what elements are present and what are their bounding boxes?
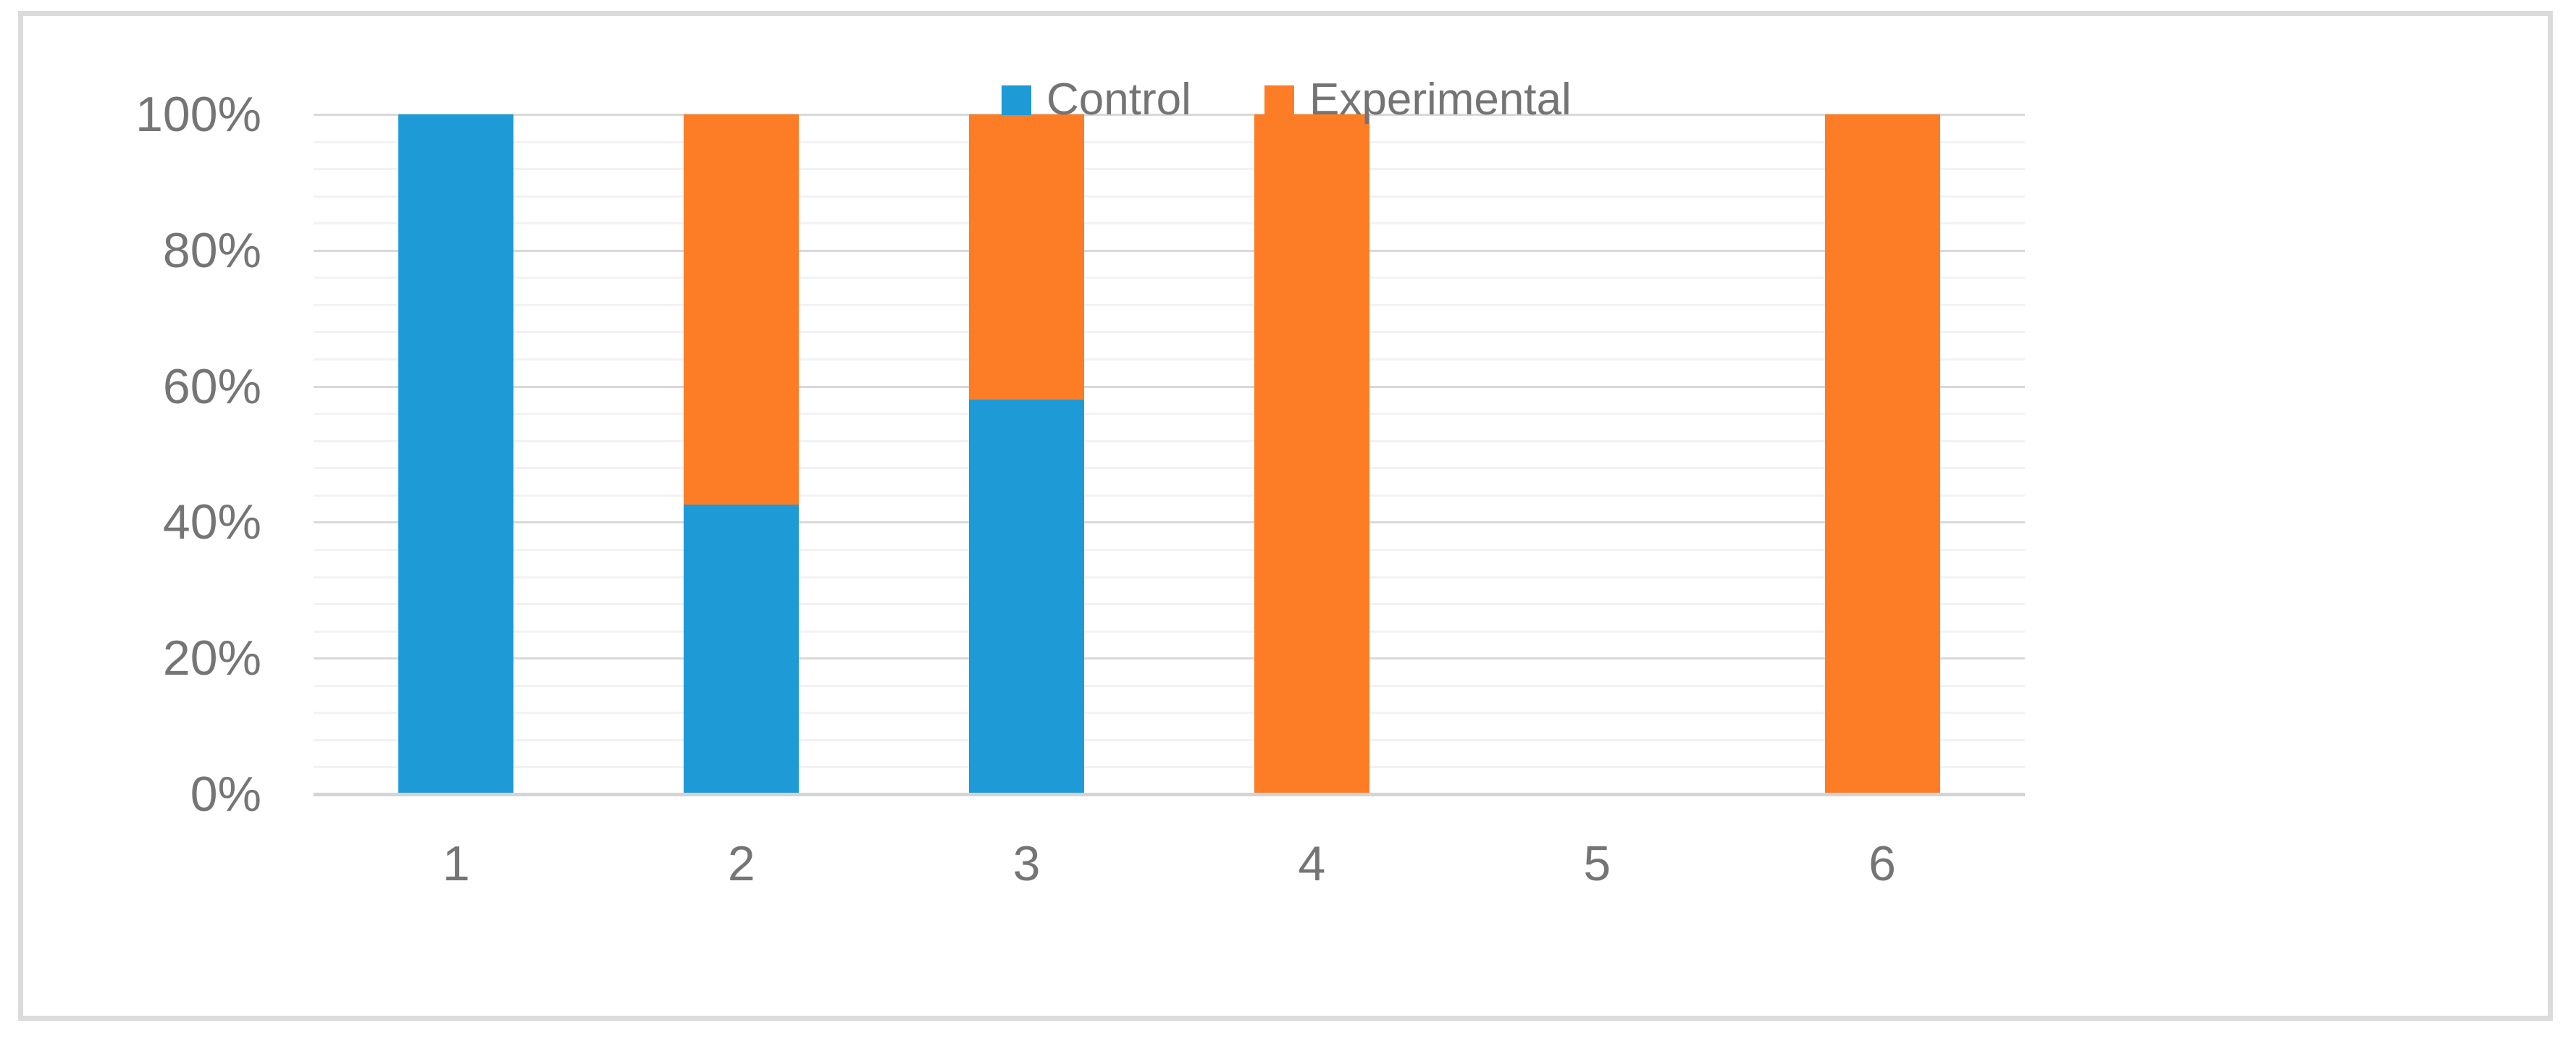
gridline-minor [314, 303, 2025, 306]
gridline-major [314, 657, 2025, 660]
y-tick-label-40pct: 40% [162, 494, 261, 550]
gridline-minor [314, 630, 2025, 633]
bar-segment-control-cat2 [684, 504, 800, 794]
bar-segment-experimental-cat3 [969, 114, 1085, 400]
legend-item-experimental: Experimental [1264, 75, 1572, 125]
x-tick-label-3: 3 [1012, 836, 1041, 891]
x-tick-label-2: 2 [727, 836, 755, 891]
x-tick-label-1: 1 [442, 836, 470, 891]
y-tick-label-80pct: 80% [162, 222, 261, 278]
bar-segment-control-cat3 [969, 400, 1085, 794]
gridline-minor [314, 168, 2025, 171]
gridline-minor [314, 548, 2025, 551]
gridline-minor [314, 684, 2025, 687]
gridline-minor [314, 140, 2025, 143]
gridline-minor [314, 576, 2025, 578]
y-tick-label-20pct: 20% [162, 631, 261, 686]
gridline-major [314, 521, 2025, 524]
gridline-minor [314, 195, 2025, 198]
gridline-minor [314, 277, 2025, 279]
gridline-major [314, 114, 2025, 116]
x-tick-label-4: 4 [1298, 836, 1326, 891]
bar-segment-control-cat1 [398, 114, 514, 794]
gridline-minor [314, 712, 2025, 715]
y-tick-label-100pct: 100% [135, 87, 261, 142]
gridline-minor [314, 222, 2025, 225]
x-tick-label-5: 5 [1583, 836, 1611, 891]
gridline-minor [314, 439, 2025, 442]
gridline-minor [314, 603, 2025, 606]
gridline-minor [314, 738, 2025, 741]
y-tick-label-0pct: 0% [190, 767, 261, 822]
gridline-minor [314, 358, 2025, 361]
control-legend-swatch [1002, 85, 1031, 115]
y-tick-label-60pct: 60% [162, 358, 261, 414]
bar-segment-experimental-cat6 [1824, 114, 1940, 794]
bar-segment-experimental-cat2 [684, 114, 800, 505]
gridline-minor [314, 494, 2025, 497]
x-tick-label-6: 6 [1868, 836, 1896, 891]
control-legend-label: Control [1046, 75, 1191, 125]
experimental-legend-swatch [1264, 85, 1294, 115]
legend-item-control: Control [1002, 75, 1191, 125]
gridline-major [314, 385, 2025, 388]
x-axis-line [314, 793, 2025, 796]
bar-segment-experimental-cat4 [1254, 114, 1369, 794]
gridline-minor [314, 331, 2025, 334]
gridline-minor [314, 467, 2025, 470]
gridline-minor [314, 766, 2025, 769]
gridline-minor [314, 413, 2025, 416]
experimental-legend-label: Experimental [1309, 75, 1572, 125]
gridline-major [314, 249, 2025, 252]
